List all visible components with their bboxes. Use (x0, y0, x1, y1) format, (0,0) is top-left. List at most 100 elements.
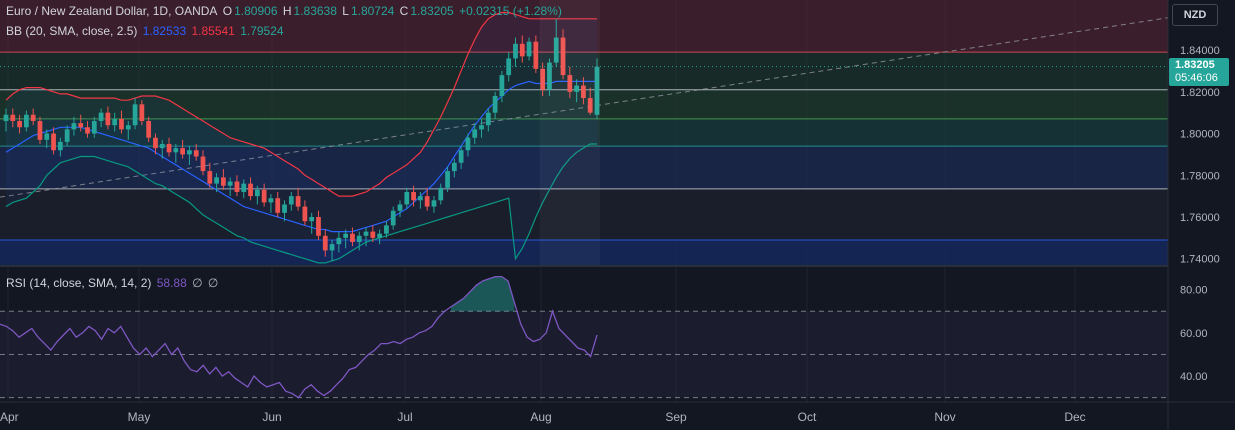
candle (248, 177, 253, 201)
candle (37, 116, 43, 144)
candle-body (465, 137, 471, 151)
zone-blue-bottom (0, 239, 1168, 265)
candle (288, 191, 294, 211)
candle (200, 150, 206, 176)
candle (445, 166, 450, 192)
candle-body (451, 162, 457, 172)
candle (187, 146, 192, 165)
symbol-title[interactable]: Euro / New Zealand Dollar, 1D, OANDA (6, 4, 218, 18)
price-tick-label: 1.82000 (1180, 87, 1220, 99)
candle (451, 158, 457, 178)
time-tick-label: Oct (798, 410, 817, 424)
candle (431, 196, 437, 213)
candle-body (254, 189, 260, 197)
candle (119, 110, 124, 134)
bb-lower-value: 1.79524 (240, 24, 284, 38)
time-tick-label: Jun (262, 410, 281, 424)
candle-body (567, 75, 573, 92)
candle-body (390, 210, 396, 226)
time-tick-label: Apr (0, 410, 19, 424)
candle (370, 225, 376, 243)
candle-body (418, 196, 423, 201)
candle (3, 108, 9, 132)
bb-label[interactable]: BB (20, SMA, close, 2.5) (6, 24, 138, 38)
price-tick-label: 1.74000 (1180, 254, 1220, 266)
candle (71, 116, 77, 136)
time-tick-label: Dec (1064, 410, 1085, 424)
candle (533, 35, 539, 74)
time-tick-label: Sep (665, 410, 687, 424)
candle (499, 70, 505, 103)
candle (241, 179, 247, 199)
rsi-label[interactable]: RSI (14, close, SMA, 14, 2) (6, 276, 152, 290)
rsi-tick-label: 80.00 (1180, 285, 1208, 297)
candle (363, 227, 369, 247)
candle-body (329, 244, 335, 251)
candle (519, 35, 525, 63)
candle-body (424, 196, 430, 207)
candle-body (363, 231, 369, 236)
rsi-value: 58.88 (156, 276, 187, 290)
candle-body (288, 196, 294, 205)
price-tick-label: 1.80000 (1180, 129, 1220, 141)
bar-countdown: 05:46:06 (1175, 72, 1218, 84)
time-tick-label: May (128, 410, 151, 424)
candle (479, 118, 484, 138)
candle-body (64, 129, 70, 142)
candle (132, 98, 138, 130)
candle-body (377, 233, 382, 238)
candle (85, 121, 90, 138)
candle (336, 231, 342, 253)
candle (91, 116, 97, 138)
candle-body (30, 114, 36, 122)
candle (506, 52, 512, 82)
bollinger-bands (5, 11, 597, 264)
bollinger-legend: BB (20, SMA, close, 2.5) 1.82533 1.85541… (6, 24, 286, 38)
candle-body (397, 204, 403, 211)
candle (125, 121, 131, 140)
candle-body (594, 66, 600, 115)
candle-body (499, 75, 505, 96)
open-value: 1.80906 (234, 4, 278, 18)
candle-body (553, 37, 559, 63)
candle (139, 100, 145, 126)
candle (17, 114, 22, 134)
time-tick-label: Jul (397, 410, 412, 424)
candle (24, 110, 29, 132)
high-value: 1.83638 (293, 4, 337, 18)
candle (390, 206, 396, 230)
candle (526, 37, 532, 61)
candle (322, 229, 328, 257)
bb-basis-value: 1.82533 (142, 24, 187, 38)
candle (10, 108, 16, 128)
candle (44, 129, 50, 149)
candle-body (37, 121, 43, 140)
candle-body (513, 43, 518, 59)
candle (485, 108, 491, 132)
candle (384, 221, 389, 238)
candle-body (57, 141, 63, 151)
candle-body (180, 148, 185, 155)
candle-body (119, 118, 124, 130)
candle (411, 185, 416, 207)
candle-body (71, 123, 77, 130)
bb-upper-line (5, 11, 597, 197)
open-label: O (222, 4, 233, 18)
bb-basis-line (5, 80, 597, 233)
candle-body (24, 114, 29, 128)
candle-body (85, 127, 90, 134)
candle-body (200, 156, 206, 172)
candle-body (3, 114, 9, 122)
candle-body (78, 123, 84, 128)
candle-body (574, 85, 579, 92)
time-axis: Apr May Jun Jul Aug Sep Oct Nov Dec (0, 401, 1235, 424)
rsi-overbought-fill (450, 276, 515, 312)
candle-body (159, 143, 165, 149)
candle-body (540, 68, 546, 90)
candle (214, 173, 219, 192)
currency-badge[interactable]: NZD (1172, 4, 1218, 26)
candle (112, 112, 118, 132)
candle-body (438, 187, 444, 201)
zone-green-upper (0, 52, 1168, 90)
